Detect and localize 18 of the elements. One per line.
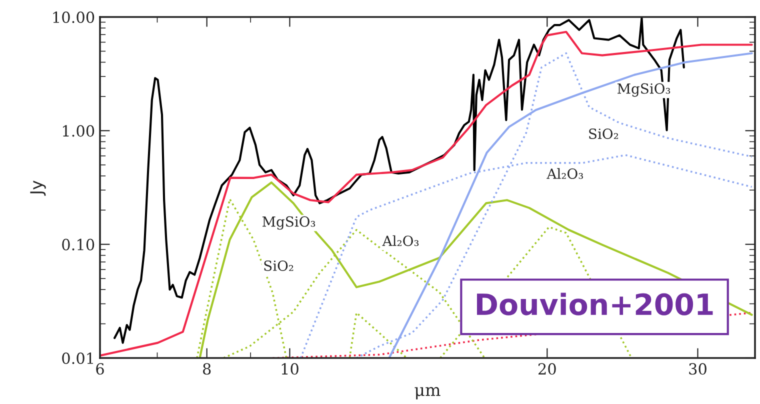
y-tick-label: 1.00 <box>62 125 94 137</box>
annotation: SiO₂ <box>589 128 618 140</box>
x-tick-label: 6 <box>96 363 104 375</box>
y-tick-label: 0.10 <box>62 238 94 250</box>
x-tick-label: 30 <box>689 363 706 375</box>
x-tick-label: 8 <box>203 363 211 375</box>
y-tick-label: 0.01 <box>62 352 93 364</box>
annotation: Al₂O₃ <box>546 168 583 179</box>
y-tick-label: 10.00 <box>53 11 94 24</box>
x-tick-label: 20 <box>538 363 556 375</box>
y-axis-title: Jy <box>30 180 46 196</box>
x-tick-label: 10 <box>282 363 298 375</box>
x-axis-title: μm <box>414 386 440 400</box>
annotation: Al₂O₃ <box>382 235 419 246</box>
annotation: Douvion+2001 <box>476 292 713 316</box>
annotation: MgSiO₃ <box>262 216 316 230</box>
annotation: SiO₂ <box>264 260 294 271</box>
annotation: MgSiO₃ <box>617 83 670 97</box>
